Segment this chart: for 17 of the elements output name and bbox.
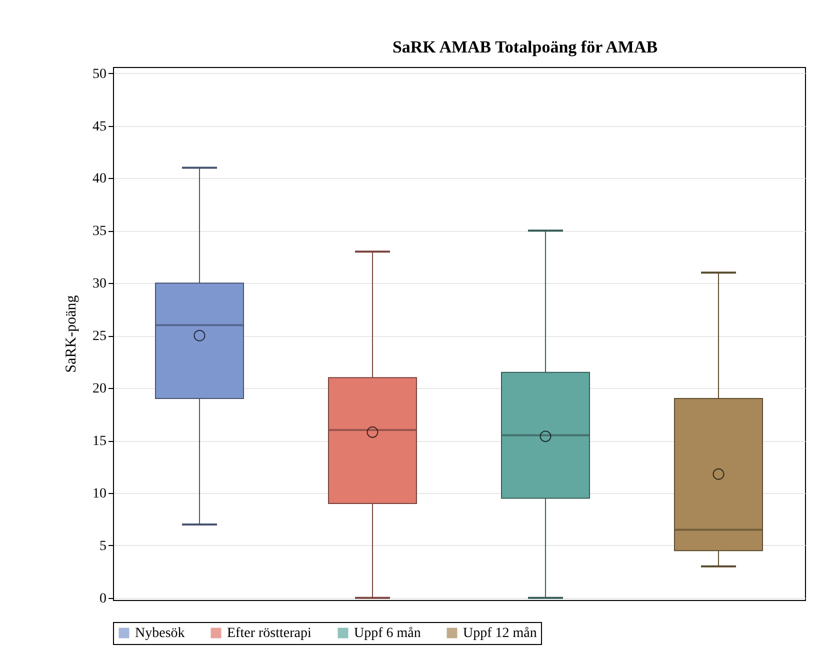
y-tick-label: 10 bbox=[92, 486, 106, 502]
legend-label: Efter röstterapi bbox=[227, 626, 312, 641]
legend-label: Nybesök bbox=[135, 626, 185, 641]
y-tick-label: 25 bbox=[92, 329, 106, 344]
legend-label: Uppf 12 mån bbox=[463, 626, 537, 641]
y-tick-label: 35 bbox=[92, 224, 106, 240]
y-tick-label: 30 bbox=[92, 276, 106, 292]
y-axis-title: SaRK-poäng bbox=[64, 294, 80, 373]
y-tick-label: 5 bbox=[100, 538, 106, 554]
y-tick-label: 15 bbox=[92, 434, 106, 450]
y-tick-label: 20 bbox=[92, 382, 106, 397]
y-tick-label: 50 bbox=[92, 66, 106, 82]
y-tick-label: 0 bbox=[100, 591, 106, 606]
y-tick-label: 45 bbox=[92, 119, 106, 134]
chart-title: SaRK AMAB Totalpoäng för AMAB bbox=[392, 37, 658, 56]
y-tick-label: 40 bbox=[92, 172, 106, 187]
legend-label: Uppf 6 mån bbox=[354, 626, 421, 641]
